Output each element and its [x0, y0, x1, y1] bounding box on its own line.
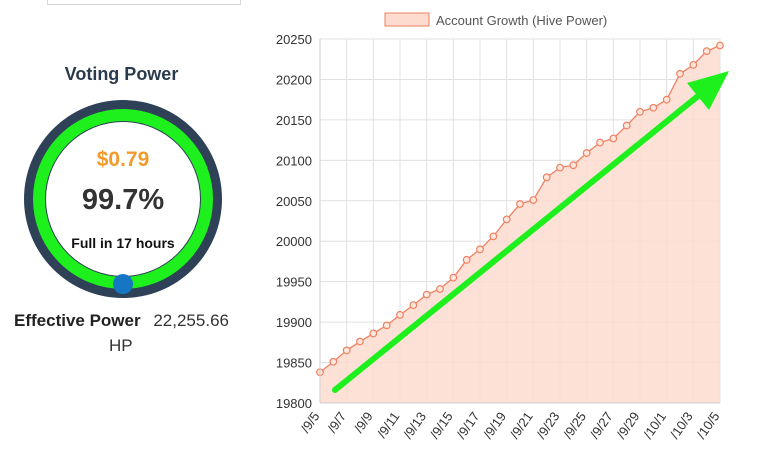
- data-point: [676, 69, 684, 78]
- x-tick-label: /9/21: [507, 409, 536, 441]
- effective-power-unit: HP: [109, 336, 133, 355]
- y-tick-label: 20050: [276, 194, 312, 209]
- data-point: [342, 346, 351, 355]
- x-tick-label: /9/17: [454, 409, 483, 441]
- data-point: [636, 107, 644, 116]
- data-point: [329, 357, 338, 366]
- area-fill: [320, 45, 720, 404]
- x-tick-label: /9/19: [480, 409, 509, 441]
- data-point: [356, 337, 364, 346]
- x-tick-label: /9/9: [351, 409, 376, 435]
- y-tick-label: 19850: [276, 356, 312, 371]
- data-point: [662, 95, 671, 104]
- data-point: [422, 290, 431, 299]
- y-tick-label: 20200: [276, 72, 312, 87]
- voting-power-gauge: [24, 100, 222, 298]
- chart-svg: 19800 19850 19900 19950 20000 20050 20100 20150…: [276, 12, 729, 441]
- trend-arrow-shaft: [332, 89, 706, 393]
- effective-power-row: Effective Power 22,255.66: [14, 311, 229, 331]
- data-point: [622, 121, 631, 130]
- y-tick-label: 20150: [276, 113, 312, 128]
- y-tick-label: 19800: [276, 396, 312, 411]
- data-point: [569, 161, 578, 170]
- y-tick-label: 20100: [276, 153, 312, 168]
- x-tick-label: /9/29: [614, 409, 643, 441]
- data-point: [649, 103, 658, 112]
- data-point: [596, 138, 604, 147]
- x-tick-label: /9/5: [298, 409, 323, 435]
- legend-label: Account Growth (Hive Power): [436, 13, 607, 28]
- top-input-box[interactable]: [47, 0, 241, 5]
- x-tick-label: /9/13: [400, 409, 429, 441]
- effective-power-value: 22,255.66: [153, 311, 229, 330]
- data-point: [582, 149, 591, 157]
- data-point: [716, 41, 724, 50]
- trend-arrow-head: [687, 71, 729, 110]
- gauge-knob: [113, 274, 133, 294]
- data-point: [689, 60, 698, 69]
- data-point: [396, 310, 404, 319]
- data-point: [702, 47, 711, 56]
- data-point: [529, 196, 538, 204]
- voting-full-text: Full in 17 hours: [71, 235, 175, 251]
- data-point: [369, 329, 378, 338]
- x-tick-label: /9/25: [560, 409, 589, 441]
- voting-value: $0.79: [96, 148, 150, 171]
- y-tick-label: 20250: [276, 32, 312, 47]
- voting-power-title: Voting Power: [64, 64, 179, 84]
- data-point: [449, 273, 458, 282]
- gauge-inner-disc: [46, 122, 200, 276]
- y-tick-label: 19950: [276, 275, 312, 290]
- x-tick-label: /10/3: [667, 409, 696, 441]
- data-point: [516, 200, 524, 208]
- data-point: [382, 321, 391, 330]
- data-point: [542, 173, 551, 182]
- y-tick-label: 20000: [276, 234, 312, 249]
- x-tick-label: /9/27: [587, 409, 616, 441]
- data-point: [462, 255, 471, 264]
- x-tick-label: /9/7: [324, 409, 349, 435]
- data-point: [476, 245, 484, 254]
- x-tick-label: /9/15: [427, 409, 456, 441]
- legend-swatch: [384, 12, 430, 27]
- x-tick-label: /10/1: [640, 409, 669, 441]
- data-point: [436, 285, 444, 293]
- data-point: [409, 301, 418, 310]
- x-tick-label: /9/23: [534, 409, 563, 441]
- x-tick-label: /10/5: [694, 409, 723, 441]
- data-point: [556, 163, 564, 172]
- account-growth-chart: 19800 19850 19900 19950 20000 20050 20100 20150…: [243, 0, 768, 451]
- voting-percent: 99.7%: [81, 184, 165, 216]
- data-point: [502, 215, 511, 224]
- y-tick-label: 19900: [276, 315, 312, 330]
- data-point: [609, 134, 618, 143]
- x-tick-label: /9/11: [374, 409, 402, 441]
- data-point: [489, 232, 498, 241]
- effective-power-label: Effective Power: [14, 311, 141, 330]
